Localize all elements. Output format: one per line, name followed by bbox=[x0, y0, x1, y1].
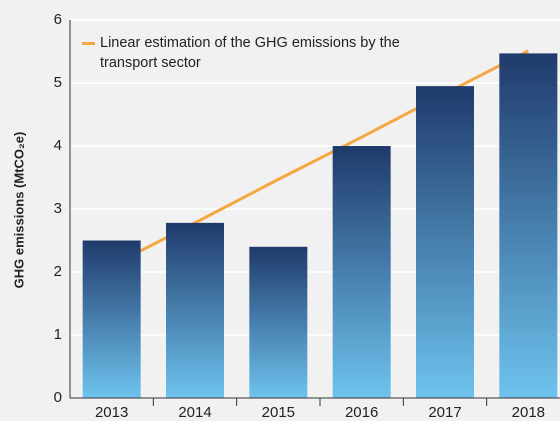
bar bbox=[166, 222, 224, 398]
bar bbox=[249, 246, 308, 398]
bar bbox=[332, 146, 391, 398]
y-tick-label: 1 bbox=[54, 326, 62, 343]
y-tick-label: 4 bbox=[54, 137, 62, 154]
bar bbox=[499, 53, 558, 398]
x-tick-label: 2014 bbox=[178, 404, 211, 421]
legend: Linear estimation of the GHG emissions b… bbox=[82, 33, 414, 73]
y-tick-label: 3 bbox=[54, 200, 62, 217]
y-tick-label: 6 bbox=[54, 11, 62, 28]
y-axis-label: GHG emissions (MtCO₂e) bbox=[11, 132, 26, 289]
y-tick-label: 5 bbox=[54, 74, 62, 91]
y-tick-label: 2 bbox=[54, 263, 62, 280]
x-tick-label: 2016 bbox=[345, 404, 378, 421]
bar bbox=[416, 86, 474, 399]
bar bbox=[82, 240, 141, 398]
x-tick-label: 2018 bbox=[512, 404, 545, 421]
x-tick-label: 2017 bbox=[428, 404, 461, 421]
y-tick-label: 0 bbox=[54, 389, 62, 406]
x-tick-label: 2015 bbox=[262, 404, 295, 421]
legend-swatch bbox=[82, 42, 95, 45]
x-tick-label: 2013 bbox=[95, 404, 128, 421]
legend-label: Linear estimation of the GHG emissions b… bbox=[100, 35, 400, 71]
